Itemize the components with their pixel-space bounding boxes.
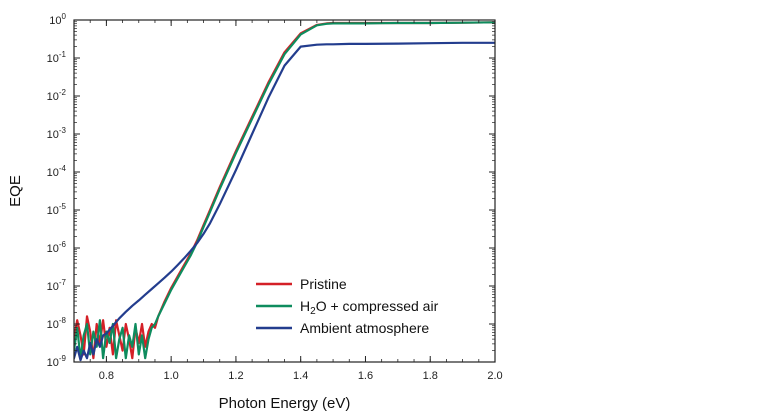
series-layer (74, 21, 495, 362)
y-tick-label: 100 (49, 12, 66, 27)
y-tick-label: 10-6 (47, 240, 67, 255)
x-tick-label: 1.8 (423, 370, 438, 382)
x-axis: 0.8 1.0 1.2 1.4 1.6 1.8 2.0 (73, 20, 503, 382)
y-tick-label: 10-4 (47, 164, 67, 179)
legend-label-ambient: Ambient atmosphere (300, 320, 429, 336)
y-tick-label: 10-8 (47, 316, 67, 331)
legend-label-pristine: Pristine (300, 276, 347, 292)
x-tick-label: 0.8 (99, 370, 114, 382)
y-tick-label: 10-7 (47, 278, 67, 293)
y-axis: 100 10-1 10-2 10-3 10-4 10-5 10-6 10-7 10-8 10-9 (47, 12, 495, 369)
y-tick-label: 10-3 (47, 126, 67, 141)
y-tick-label: 10-9 (47, 354, 67, 369)
y-tick-label: 10-1 (47, 50, 67, 65)
legend: Pristine H2O + compressed air Ambient at… (256, 276, 439, 336)
x-tick-label: 1.0 (164, 370, 179, 382)
x-axis-title: Photon Energy (eV) (219, 395, 351, 412)
x-tick-label: 1.4 (293, 370, 308, 382)
y-axis-title: EQE (7, 175, 24, 207)
series-line-ambient-atmosphere (74, 41, 495, 362)
x-tick-label: 1.2 (228, 370, 243, 382)
y-tick-label: 10-5 (47, 202, 67, 217)
x-tick-label: 1.6 (358, 370, 373, 382)
series-line-h2o-compressed-air (74, 21, 495, 360)
x-tick-label: 2.0 (487, 370, 502, 382)
y-tick-label: 10-2 (47, 88, 67, 103)
legend-label-h2o: H2O + compressed air (300, 298, 439, 317)
